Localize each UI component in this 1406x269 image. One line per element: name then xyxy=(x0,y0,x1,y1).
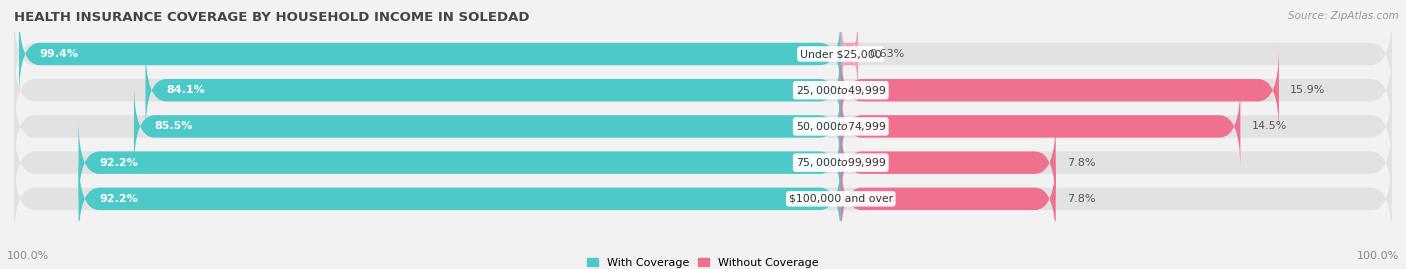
Text: Under $25,000: Under $25,000 xyxy=(800,49,882,59)
Text: 7.8%: 7.8% xyxy=(1067,158,1095,168)
FancyBboxPatch shape xyxy=(79,156,841,242)
FancyBboxPatch shape xyxy=(134,83,841,169)
FancyBboxPatch shape xyxy=(145,47,841,133)
FancyBboxPatch shape xyxy=(841,156,1056,242)
Text: 84.1%: 84.1% xyxy=(166,85,205,95)
Text: HEALTH INSURANCE COVERAGE BY HOUSEHOLD INCOME IN SOLEDAD: HEALTH INSURANCE COVERAGE BY HOUSEHOLD I… xyxy=(14,11,530,24)
Text: 100.0%: 100.0% xyxy=(7,251,49,261)
FancyBboxPatch shape xyxy=(14,11,1392,97)
FancyBboxPatch shape xyxy=(14,83,1392,169)
FancyBboxPatch shape xyxy=(841,47,1279,133)
Text: 100.0%: 100.0% xyxy=(1357,251,1399,261)
FancyBboxPatch shape xyxy=(14,119,1392,206)
Text: $50,000 to $74,999: $50,000 to $74,999 xyxy=(796,120,886,133)
Text: 99.4%: 99.4% xyxy=(39,49,79,59)
FancyBboxPatch shape xyxy=(838,11,862,97)
FancyBboxPatch shape xyxy=(79,119,841,206)
Text: 92.2%: 92.2% xyxy=(100,158,138,168)
FancyBboxPatch shape xyxy=(14,156,1392,242)
FancyBboxPatch shape xyxy=(14,47,1392,133)
FancyBboxPatch shape xyxy=(841,83,1240,169)
Legend: With Coverage, Without Coverage: With Coverage, Without Coverage xyxy=(588,258,818,268)
Text: 7.8%: 7.8% xyxy=(1067,194,1095,204)
FancyBboxPatch shape xyxy=(20,11,841,97)
Text: Source: ZipAtlas.com: Source: ZipAtlas.com xyxy=(1288,11,1399,21)
Text: $100,000 and over: $100,000 and over xyxy=(789,194,893,204)
Text: 0.63%: 0.63% xyxy=(869,49,904,59)
Text: 85.5%: 85.5% xyxy=(155,121,193,132)
Text: 14.5%: 14.5% xyxy=(1251,121,1286,132)
Text: 15.9%: 15.9% xyxy=(1289,85,1326,95)
FancyBboxPatch shape xyxy=(841,119,1056,206)
Text: $25,000 to $49,999: $25,000 to $49,999 xyxy=(796,84,886,97)
Text: 92.2%: 92.2% xyxy=(100,194,138,204)
Text: $75,000 to $99,999: $75,000 to $99,999 xyxy=(796,156,886,169)
